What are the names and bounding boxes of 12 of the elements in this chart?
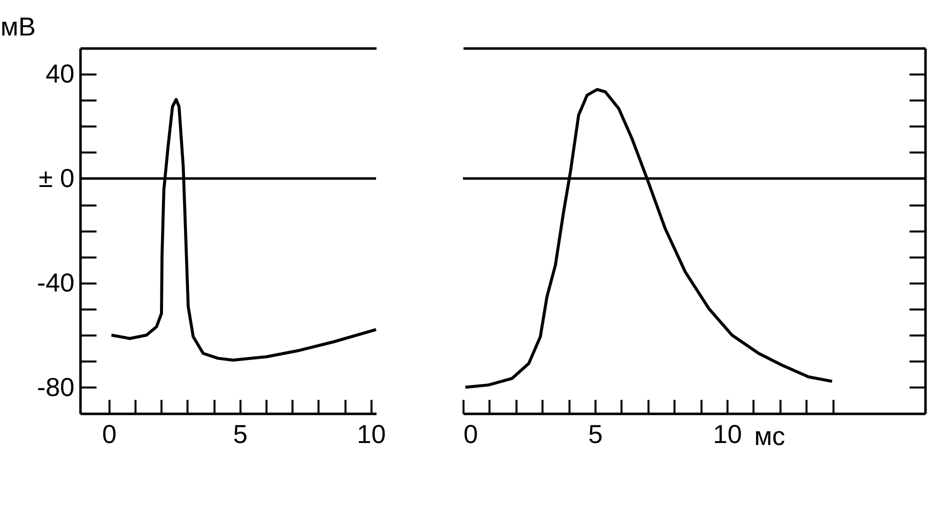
y-tick-label: 40 (46, 58, 75, 89)
x-tick-label: 0 (464, 418, 478, 449)
y-tick-label: -80 (36, 372, 75, 402)
x-tick-label: 5 (233, 418, 248, 449)
y-axis-title: мВ (0, 12, 36, 42)
x-tick-label: 10 (713, 418, 742, 449)
x-tick-label: 0 (102, 418, 117, 449)
x-tick-label: 10 (356, 418, 386, 449)
y-tick-label: -40 (36, 267, 75, 298)
x-tick-label: 5 (588, 418, 603, 449)
x-axis-title: мс (754, 420, 786, 451)
y-tick-label: ± 0 (38, 162, 75, 193)
